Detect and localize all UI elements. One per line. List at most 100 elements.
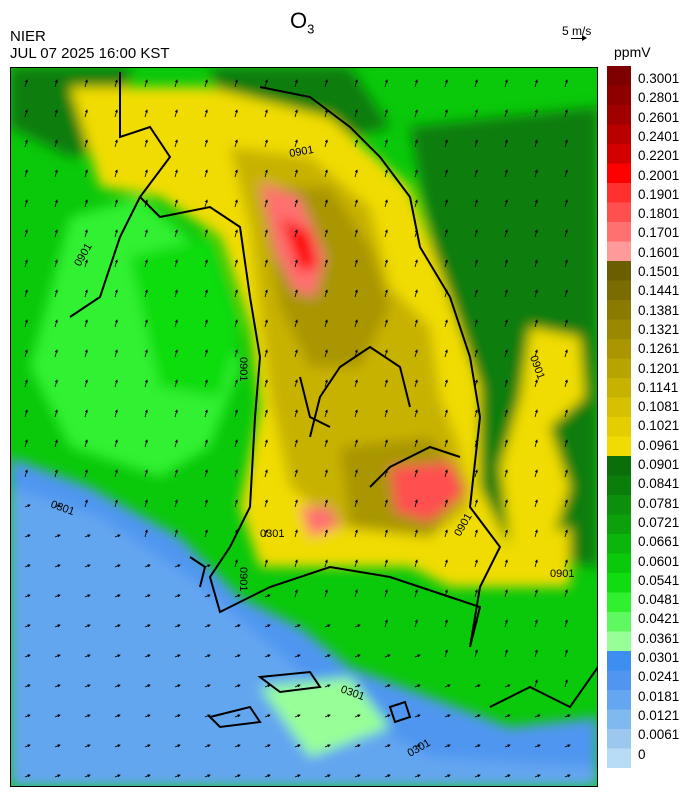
wind-arrow-icon xyxy=(444,109,448,118)
colorbar-swatch xyxy=(607,553,631,574)
wind-arrow-icon xyxy=(444,259,448,268)
wind-arrow-icon xyxy=(324,499,328,508)
wind-arrow-icon xyxy=(24,594,31,598)
wind-arrow-icon xyxy=(294,469,298,478)
wind-arrow-icon xyxy=(114,439,118,448)
wind-arrow-icon xyxy=(444,169,448,178)
wind-arrow-icon xyxy=(294,774,301,778)
concentration-field xyxy=(10,67,598,787)
wind-arrow-icon xyxy=(354,349,358,358)
wind-arrow-icon xyxy=(84,499,88,508)
wind-arrow-icon xyxy=(264,499,268,508)
wind-arrow-icon xyxy=(474,229,478,238)
wind-arrow-icon xyxy=(294,349,298,358)
wind-arrow-icon xyxy=(354,589,358,598)
wind-arrow-icon xyxy=(504,589,508,598)
wind-arrow-icon xyxy=(174,199,178,208)
wind-arrow-icon xyxy=(534,109,538,118)
wind-arrow-icon xyxy=(174,439,178,448)
wind-arrow-icon xyxy=(474,559,478,568)
wind-arrow-icon xyxy=(114,564,121,568)
colorbar-swatch xyxy=(607,631,631,652)
colorbar-swatch xyxy=(607,241,631,262)
colorbar-label: 0.0961 xyxy=(638,437,680,453)
wind-arrow-icon xyxy=(84,439,88,448)
wind-arrow-icon xyxy=(324,559,328,568)
wind-arrow-icon xyxy=(534,499,538,508)
colorbar-label: 0.0481 xyxy=(638,592,680,608)
wind-arrow-icon xyxy=(234,624,241,628)
wind-arrow-icon xyxy=(114,714,121,718)
wind-arrow-icon xyxy=(114,379,118,388)
wind-arrow-icon xyxy=(234,79,238,88)
wind-arrow-icon xyxy=(294,589,298,598)
pollutant-title: O3 xyxy=(290,8,314,36)
wind-arrow-icon xyxy=(204,169,208,178)
wind-arrow-icon xyxy=(564,289,568,298)
wind-arrow-icon xyxy=(414,409,418,418)
wind-arrow-icon xyxy=(144,409,148,418)
contour-label: 0901 xyxy=(237,357,249,381)
wind-arrow-icon xyxy=(384,619,388,628)
wind-arrow-icon xyxy=(204,259,208,268)
wind-arrow-icon xyxy=(204,379,208,388)
wind-arrow-icon xyxy=(264,529,268,538)
wind-arrow-icon xyxy=(414,589,418,598)
wind-arrow-icon xyxy=(174,289,178,298)
wind-vectors xyxy=(24,79,571,778)
wind-arrow-icon xyxy=(354,529,358,538)
contour-label: 0901 xyxy=(237,567,249,591)
wind-arrow-icon xyxy=(144,654,151,658)
wind-arrow-icon xyxy=(24,534,31,538)
wind-arrow-icon xyxy=(174,229,178,238)
wind-arrow-icon xyxy=(564,409,568,418)
wind-arrow-icon xyxy=(564,199,568,208)
wind-arrow-icon xyxy=(234,684,241,688)
wind-arrow-icon xyxy=(294,409,298,418)
wind-arrow-icon xyxy=(384,319,388,328)
wind-arrow-icon xyxy=(534,744,541,748)
wind-arrow-icon xyxy=(294,319,298,328)
wind-arrow-icon xyxy=(264,79,268,88)
wind-arrow-icon xyxy=(474,289,478,298)
colorbar-swatch xyxy=(607,534,631,554)
colorbar-label: 0.0361 xyxy=(638,630,680,646)
wind-arrow-icon xyxy=(174,259,178,268)
wind-arrow-icon xyxy=(24,714,31,718)
wind-arrow-icon xyxy=(144,439,148,448)
wind-arrow-icon xyxy=(414,139,418,148)
wind-arrow-icon xyxy=(534,229,538,238)
wind-arrow-icon xyxy=(264,744,271,748)
wind-arrow-icon xyxy=(414,109,418,118)
wind-arrow-icon xyxy=(24,439,28,448)
wind-arrow-icon xyxy=(294,139,298,148)
colorbar-label: 0.0901 xyxy=(638,457,680,472)
wind-arrow-icon xyxy=(384,439,388,448)
wind-arrow-icon xyxy=(264,654,271,658)
wind-arrow-icon xyxy=(414,379,418,388)
wind-arrow-icon xyxy=(294,529,298,538)
wind-arrow-icon xyxy=(534,199,538,208)
agency-label: NIER xyxy=(10,28,46,45)
wind-arrow-icon xyxy=(384,744,391,748)
wind-arrow-icon xyxy=(54,289,58,298)
wind-arrow-icon xyxy=(204,229,208,238)
wind-arrow-icon xyxy=(324,79,328,88)
wind-arrow-icon xyxy=(414,529,418,538)
wind-arrow-icon xyxy=(444,649,448,658)
wind-arrow-icon xyxy=(24,624,31,628)
wind-arrow-icon xyxy=(534,649,538,658)
wind-arrow-icon xyxy=(474,199,478,208)
wind-arrow-icon xyxy=(84,229,88,238)
wind-arrow-icon xyxy=(534,679,538,688)
wind-arrow-icon xyxy=(504,529,508,538)
wind-arrow-icon xyxy=(504,499,508,508)
wind-arrow-icon xyxy=(24,349,28,358)
wind-arrow-icon xyxy=(54,654,61,658)
wind-arrow-icon xyxy=(114,169,118,178)
wind-arrow-icon xyxy=(54,744,61,748)
wind-arrow-icon xyxy=(504,199,508,208)
wind-arrow-icon xyxy=(24,169,28,178)
wind-arrow-icon xyxy=(114,744,121,748)
wind-arrow-icon xyxy=(114,624,121,628)
